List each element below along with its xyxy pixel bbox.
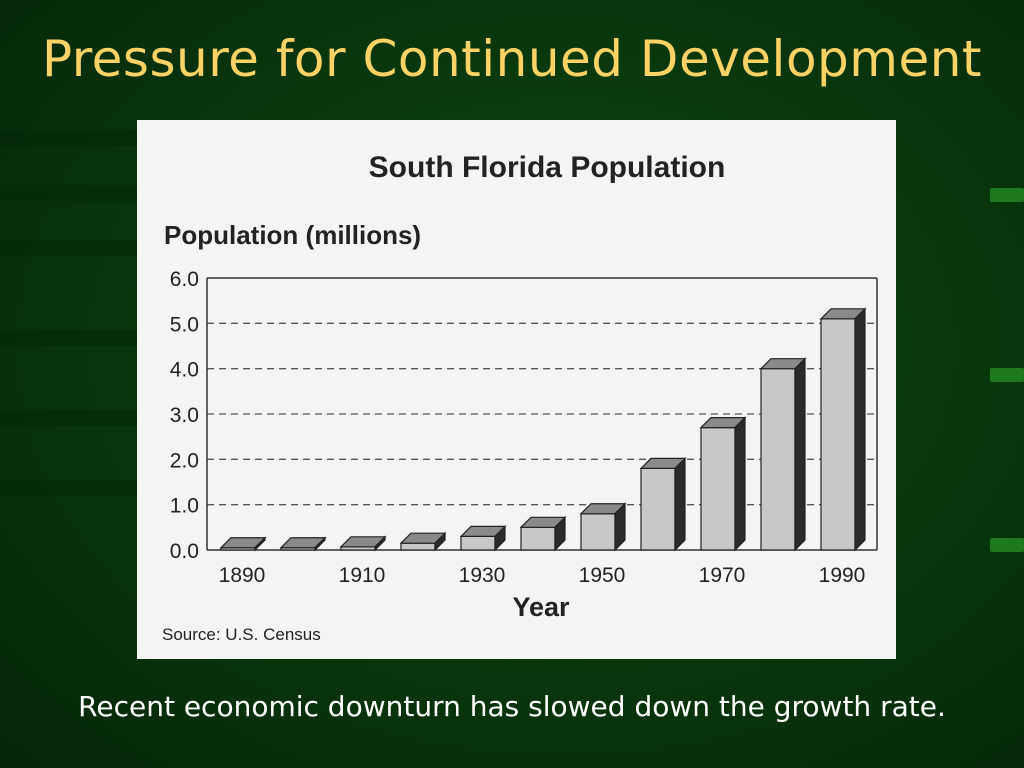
bar-side — [434, 531, 446, 552]
bar-1940 — [519, 515, 567, 552]
y-tick-label: 5.0 — [170, 313, 199, 336]
decor-stripe — [0, 410, 150, 426]
bar-front — [640, 467, 676, 551]
bar-1890 — [219, 536, 267, 552]
decor-tick — [990, 368, 1024, 382]
y-tick-label: 1.0 — [170, 495, 199, 518]
decor-stripe — [0, 130, 150, 146]
y-tick-label: 4.0 — [170, 359, 199, 382]
bar-side — [554, 515, 566, 552]
bar-front — [460, 535, 496, 551]
y-tick-labels: 0.0 1.0 2.0 3.0 4.0 5.0 6.0 — [170, 268, 199, 563]
decor-stripe — [0, 240, 150, 256]
y-tick-label: 0.0 — [170, 540, 199, 563]
bar-1920 — [399, 531, 447, 552]
bar-front — [820, 318, 856, 551]
bar-side — [794, 357, 806, 552]
bar-chart: South Florida Population Population (mil… — [162, 151, 878, 644]
bar-side — [614, 502, 626, 552]
bar-side — [494, 524, 506, 552]
bar-1960 — [639, 456, 687, 552]
chart-panel: South Florida Population Population (mil… — [137, 120, 896, 659]
y-tick-label: 6.0 — [170, 268, 199, 291]
bar-front — [520, 526, 556, 551]
x-tick-label: 1990 — [819, 564, 866, 587]
x-tick-label: 1890 — [219, 564, 266, 587]
decor-stripe — [0, 185, 150, 201]
bar-1930 — [459, 524, 507, 552]
bar-1950 — [579, 502, 627, 552]
bar-side — [254, 536, 266, 552]
decor-tick — [990, 188, 1024, 202]
bars — [219, 307, 867, 552]
y-tick-label: 2.0 — [170, 449, 199, 472]
decor-stripe — [0, 330, 150, 346]
bar-front — [760, 368, 796, 551]
x-axis-label: Year — [512, 592, 570, 622]
slide-caption: Recent economic downturn has slowed down… — [78, 690, 946, 723]
decor-stripe — [0, 480, 150, 496]
x-tick-label: 1910 — [339, 564, 386, 587]
bar-side — [854, 307, 866, 552]
bar-front — [700, 427, 736, 551]
bar-1910 — [339, 535, 387, 552]
slide-title: Pressure for Continued Development — [41, 30, 983, 88]
x-tick-label: 1970 — [699, 564, 746, 587]
bar-front — [580, 513, 616, 551]
bar-1970 — [699, 416, 747, 552]
x-tick-label: 1930 — [459, 564, 506, 587]
x-tick-label: 1950 — [579, 564, 626, 587]
x-tick-labels: 1890 1910 1930 1950 1970 1990 — [219, 564, 866, 587]
y-tick-label: 3.0 — [170, 404, 199, 427]
decor-tick — [990, 538, 1024, 552]
source-note: Source: U.S. Census — [162, 625, 321, 644]
bar-side — [374, 535, 386, 552]
bar-front — [400, 542, 436, 551]
bar-side — [314, 536, 326, 552]
bar-1980 — [759, 357, 807, 552]
bar-side — [734, 416, 746, 552]
bar-1990 — [819, 307, 867, 552]
bar-1900 — [279, 536, 327, 552]
chart-title: South Florida Population — [369, 151, 726, 184]
bar-side — [674, 456, 686, 552]
y-axis-label: Population (millions) — [164, 220, 421, 250]
